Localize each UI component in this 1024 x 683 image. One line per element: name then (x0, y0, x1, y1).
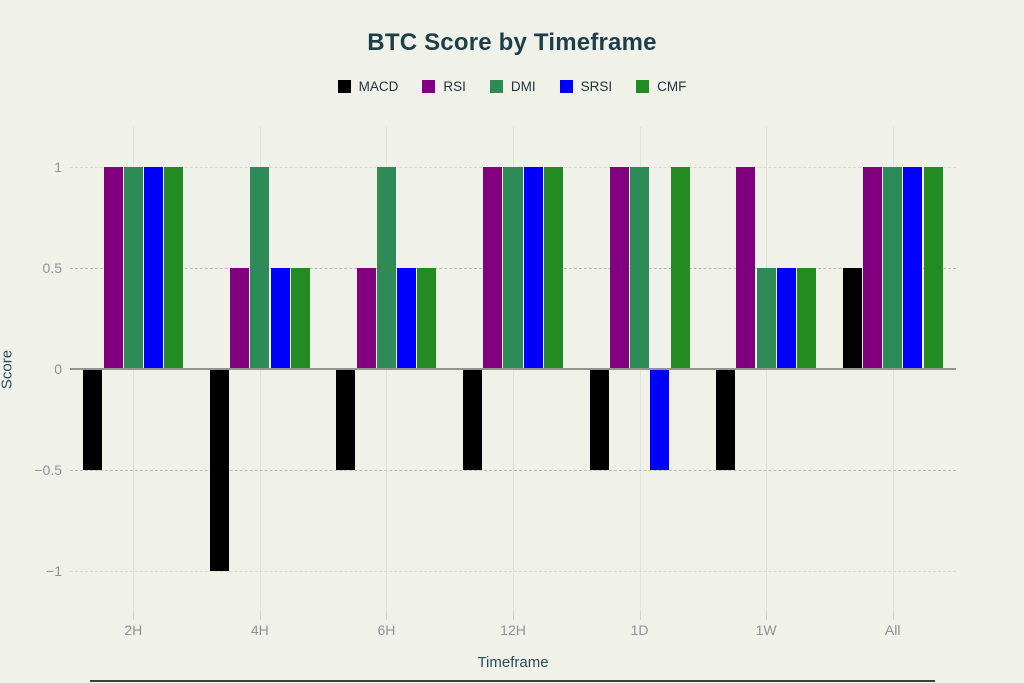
y-tick-label: −0.5 (34, 461, 62, 478)
gridline-horizontal (70, 570, 956, 572)
bar-dmi-4h[interactable] (250, 167, 270, 369)
legend-label-dmi: DMI (510, 79, 536, 94)
x-tick-mark (766, 611, 768, 620)
bar-dmi-12h[interactable] (503, 167, 523, 369)
y-tick-label: −1 (46, 562, 62, 579)
x-tick-label-6h: 6H (377, 622, 396, 638)
x-tick-mark (386, 611, 388, 620)
bar-cmf-6h[interactable] (417, 268, 437, 369)
x-tick-mark (892, 611, 894, 620)
bar-macd-6h[interactable] (336, 369, 356, 470)
legend-label-srsi: SRSI (580, 79, 613, 94)
y-tick-label: 1 (54, 159, 62, 176)
x-tick-label-all: All (884, 622, 901, 638)
bar-rsi-1w[interactable] (736, 167, 756, 369)
legend-item-cmf[interactable]: CMF (636, 79, 686, 94)
bar-srsi-all[interactable] (903, 167, 923, 369)
x-tick-label-4h: 4H (250, 622, 269, 638)
bar-cmf-1w[interactable] (797, 268, 817, 369)
y-axis-title: Score (0, 349, 16, 390)
bar-macd-4h[interactable] (209, 369, 229, 571)
x-tick-label-12h: 12H (500, 622, 526, 638)
bar-srsi-12h[interactable] (523, 167, 543, 369)
bar-cmf-1d[interactable] (670, 167, 690, 369)
y-tick-label: 0.5 (42, 260, 62, 277)
srsi-legend-swatch-icon (559, 80, 573, 93)
bar-dmi-1d[interactable] (630, 167, 650, 369)
legend-item-dmi[interactable]: DMI (489, 79, 536, 94)
bar-srsi-1d[interactable] (650, 369, 670, 470)
x-tick-mark (133, 611, 135, 620)
chart-legend: MACD RSI DMI SRSI CMF (0, 79, 1024, 94)
x-tick-mark (513, 611, 514, 620)
macd-legend-swatch-icon (337, 80, 351, 93)
legend-label-cmf: CMF (657, 79, 687, 94)
window-bottom-edge (90, 680, 935, 682)
bar-rsi-6h[interactable] (356, 268, 376, 369)
rsi-legend-swatch-icon (422, 80, 436, 93)
zero-axis-line (70, 368, 956, 370)
gridline-horizontal (70, 469, 956, 471)
bar-cmf-12h[interactable] (543, 167, 564, 369)
x-tick-label-2h: 2H (124, 622, 143, 638)
x-tick-label-1w: 1W (755, 622, 777, 638)
x-tick-mark (259, 611, 261, 620)
bar-cmf-all[interactable] (923, 167, 943, 369)
bar-dmi-1w[interactable] (756, 268, 776, 369)
bar-dmi-6h[interactable] (376, 167, 396, 369)
legend-label-rsi: RSI (443, 79, 466, 94)
legend-item-srsi[interactable]: SRSI (559, 79, 613, 94)
bar-rsi-4h[interactable] (230, 268, 250, 369)
cmf-legend-swatch-icon (636, 80, 650, 93)
legend-item-rsi[interactable]: RSI (422, 79, 466, 94)
chart-title: BTC Score by Timeframe (367, 29, 657, 56)
bar-cmf-2h[interactable] (164, 167, 184, 369)
bar-macd-all[interactable] (842, 268, 862, 369)
bar-srsi-6h[interactable] (397, 268, 417, 369)
dmi-legend-swatch-icon (489, 80, 503, 93)
y-tick-label: 0 (54, 361, 62, 377)
bar-srsi-1w[interactable] (776, 268, 796, 369)
bar-dmi-all[interactable] (883, 167, 903, 369)
bar-srsi-4h[interactable] (270, 268, 290, 369)
bar-macd-12h[interactable] (462, 369, 483, 470)
bar-dmi-2h[interactable] (123, 167, 143, 369)
x-tick-label-1d: 1D (630, 622, 649, 638)
bar-macd-1d[interactable] (589, 369, 609, 470)
legend-label-macd: MACD (358, 79, 399, 94)
bar-srsi-2h[interactable] (144, 167, 164, 369)
x-tick-mark (639, 611, 641, 620)
bar-macd-2h[interactable] (83, 369, 103, 470)
bar-macd-1w[interactable] (716, 369, 736, 470)
bar-rsi-2h[interactable] (103, 167, 123, 369)
bar-rsi-all[interactable] (862, 167, 882, 369)
bar-rsi-12h[interactable] (483, 167, 503, 369)
bar-cmf-4h[interactable] (290, 268, 310, 369)
x-axis-title: Timeframe (477, 654, 549, 671)
legend-item-macd[interactable]: MACD (337, 79, 399, 94)
bar-rsi-1d[interactable] (609, 167, 629, 369)
